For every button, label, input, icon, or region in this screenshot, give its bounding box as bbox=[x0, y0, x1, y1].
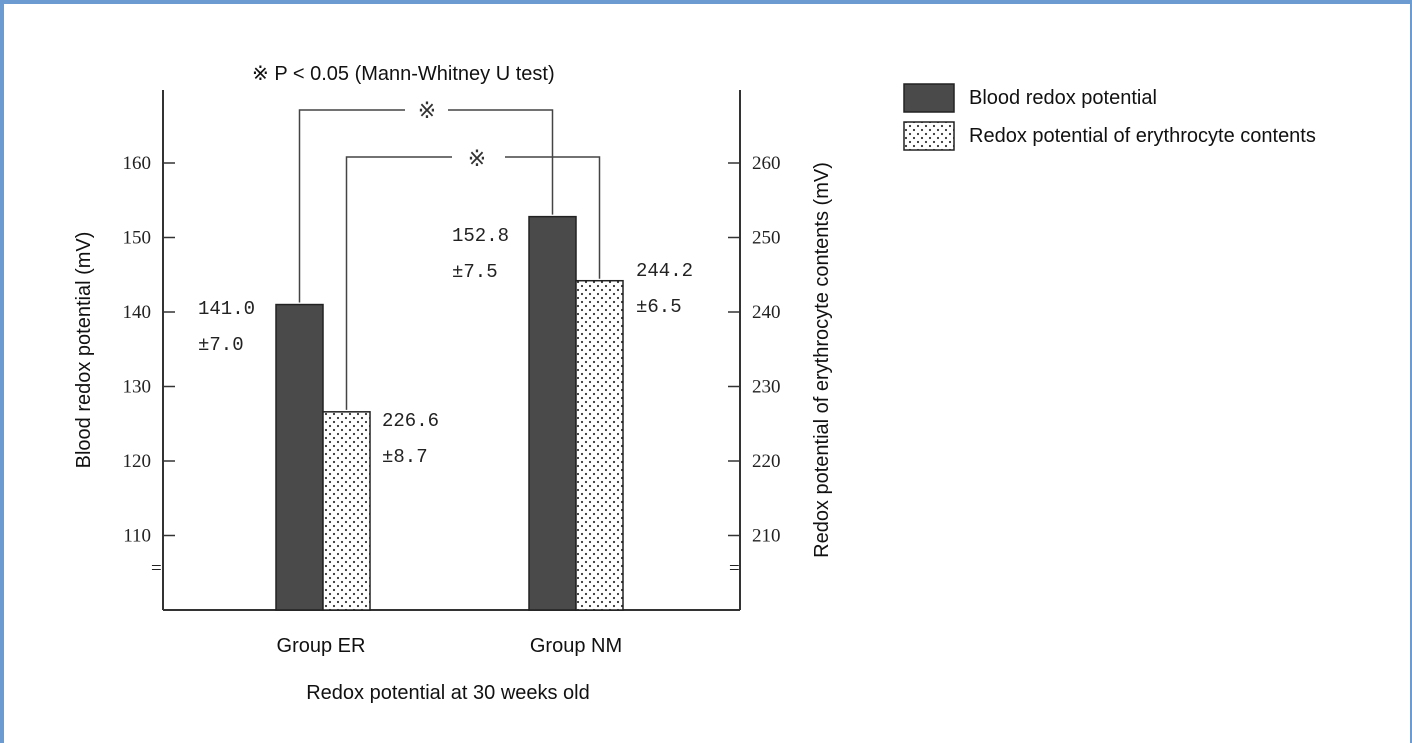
significance-mark-erythrocyte: ※ bbox=[468, 147, 486, 172]
bar-blood-redox bbox=[528, 215, 577, 611]
x-axis-title: Redox potential at 30 weeks old bbox=[306, 682, 590, 704]
right-axis-break: = bbox=[729, 558, 740, 579]
legend: Blood redox potential Redox potential of… bbox=[903, 83, 1316, 151]
axis-ticks: 110 120 130 140 150 160 210 220 230 240 250 260 bbox=[123, 153, 781, 547]
left-axis-break: = bbox=[151, 558, 162, 579]
significance-brackets: ※※ bbox=[298, 99, 601, 410]
right-tick-label: 230 bbox=[752, 377, 781, 398]
data-label-value: 244.2 bbox=[636, 260, 693, 282]
bracket-blood bbox=[298, 109, 554, 303]
legend-label-blood: Blood redox potential bbox=[969, 87, 1157, 109]
left-tick-label: 110 bbox=[123, 526, 151, 547]
right-tick-label: 260 bbox=[752, 153, 781, 174]
right-tick-label: 220 bbox=[752, 451, 781, 472]
legend-swatch-erythrocyte bbox=[903, 121, 955, 151]
bar-blood-redox bbox=[275, 303, 324, 611]
data-label-sd: ±7.0 bbox=[198, 334, 244, 356]
category-label-er: Group ER bbox=[277, 635, 366, 657]
data-labels: 141.0 ±7.0 226.6 ±8.7 152.8 ±7.5 244.2 ±6.5 bbox=[198, 225, 693, 468]
left-tick-label: 120 bbox=[123, 451, 152, 472]
bracket-erythrocyte bbox=[345, 156, 601, 410]
legend-label-erythrocyte: Redox potential of erythrocyte contents bbox=[969, 125, 1316, 147]
data-label-value: 141.0 bbox=[198, 298, 255, 320]
category-label-nm: Group NM bbox=[530, 635, 622, 657]
right-tick-label: 210 bbox=[752, 526, 781, 547]
data-label-sd: ±6.5 bbox=[636, 296, 682, 318]
data-label-sd: ±8.7 bbox=[382, 446, 428, 468]
right-tick-label: 250 bbox=[752, 228, 781, 249]
bar-erythrocyte-redox bbox=[322, 411, 371, 611]
data-label-sd: ±7.5 bbox=[452, 261, 498, 283]
significance-mark-blood: ※ bbox=[418, 99, 436, 124]
legend-swatch-blood bbox=[903, 83, 955, 113]
bars bbox=[275, 215, 624, 611]
left-axis-title: Blood redox potential (mV) bbox=[73, 232, 95, 469]
significance-note: ※ P < 0.05 (Mann-Whitney U test) bbox=[252, 63, 555, 85]
left-tick-label: 160 bbox=[123, 153, 152, 174]
bar-erythrocyte-redox bbox=[575, 279, 624, 611]
right-axis-title: Redox potential of erythrocyte contents … bbox=[811, 162, 833, 558]
data-label-value: 226.6 bbox=[382, 410, 439, 432]
right-tick-label: 240 bbox=[752, 302, 781, 323]
left-tick-label: 130 bbox=[123, 377, 152, 398]
data-label-value: 152.8 bbox=[452, 225, 509, 247]
left-tick-label: 140 bbox=[123, 302, 152, 323]
left-tick-label: 150 bbox=[123, 228, 152, 249]
